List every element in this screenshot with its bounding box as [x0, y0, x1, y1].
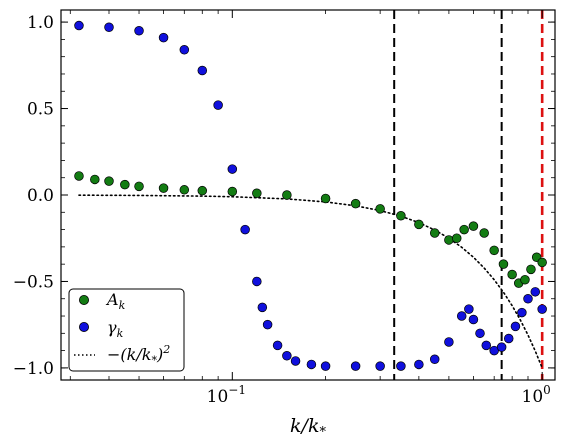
point-a-k-22 — [489, 245, 499, 256]
legend-marker-a-k — [79, 294, 90, 305]
point-gamma-k-13 — [282, 351, 292, 361]
point-gamma-k-29 — [496, 342, 507, 352]
point-a-k-20 — [468, 221, 479, 231]
point-gamma-k-7 — [227, 164, 238, 174]
legend: Ak γk −(k/k*)2 — [68, 288, 185, 372]
point-a-k-23 — [498, 259, 509, 269]
point-a-k-24 — [507, 269, 517, 280]
point-a-k-0 — [74, 171, 84, 181]
point-gamma-k-5 — [197, 65, 208, 76]
point-a-k-21 — [479, 228, 489, 238]
point-gamma-k-9 — [252, 276, 262, 287]
point-gamma-k-12 — [272, 340, 283, 351]
point-a-k-2 — [104, 176, 114, 186]
point-gamma-k-8 — [240, 224, 250, 235]
point-gamma-k-27 — [481, 340, 492, 351]
reference-lines — [393, 10, 544, 380]
point-gamma-k-6 — [213, 100, 223, 110]
legend-marker-gamma-k — [79, 321, 90, 332]
point-gamma-k-2 — [134, 26, 144, 36]
point-gamma-k-10 — [257, 302, 268, 313]
point-a-k-6 — [179, 185, 190, 195]
point-gamma-k-4 — [179, 45, 190, 55]
point-gamma-k-11 — [262, 319, 273, 330]
point-gamma-k-23 — [456, 311, 467, 321]
y-tick-label-2: 0.0 — [27, 186, 54, 206]
point-gamma-k-20 — [414, 359, 424, 370]
point-gamma-k-32 — [517, 307, 527, 318]
point-a-k-15 — [414, 219, 424, 230]
point-a-k-11 — [320, 193, 331, 204]
point-gamma-k-22 — [444, 337, 454, 347]
point-a-k-13 — [375, 204, 385, 214]
y-tick-label-4: 1.0 — [27, 13, 54, 33]
point-gamma-k-14 — [290, 356, 301, 366]
y-tick-label-0: −1.0 — [13, 359, 54, 379]
point-gamma-k-0 — [74, 20, 84, 31]
y-tick-label-3: 0.5 — [27, 100, 54, 120]
point-a-k-8 — [227, 186, 238, 197]
point-gamma-k-33 — [523, 293, 533, 304]
y-tick-label-1: −0.5 — [13, 272, 54, 292]
point-a-k-3 — [120, 179, 130, 190]
point-a-k-18 — [451, 233, 462, 243]
point-a-k-5 — [158, 183, 169, 193]
point-gamma-k-35 — [537, 304, 547, 314]
legend-box — [68, 288, 185, 372]
legend-label-quadratic: −(k/k*)2 — [107, 343, 170, 367]
point-gamma-k-1 — [104, 22, 114, 33]
x-tick-label-0: 10−1 — [207, 383, 246, 407]
point-gamma-k-3 — [158, 32, 169, 43]
x-axis-label: k/k* — [290, 415, 326, 440]
ticks-layer: −1.0 −0.5 0.0 0.5 1.0 10−1 100 — [13, 10, 555, 407]
point-a-k-17 — [444, 235, 454, 245]
point-gamma-k-26 — [475, 328, 485, 339]
point-a-k-27 — [526, 264, 536, 275]
point-a-k-9 — [252, 188, 262, 199]
point-a-k-7 — [197, 185, 208, 196]
point-a-k-14 — [396, 211, 406, 221]
point-a-k-4 — [134, 181, 144, 192]
point-a-k-19 — [459, 224, 469, 235]
point-gamma-k-31 — [510, 321, 521, 332]
point-gamma-k-19 — [396, 361, 406, 371]
point-a-k-16 — [429, 228, 440, 238]
point-gamma-k-17 — [350, 361, 361, 371]
point-gamma-k-24 — [464, 304, 474, 314]
point-gamma-k-15 — [306, 359, 317, 370]
point-gamma-k-18 — [375, 361, 385, 371]
point-gamma-k-30 — [503, 333, 514, 344]
point-a-k-26 — [520, 274, 530, 285]
point-a-k-12 — [350, 198, 361, 209]
point-a-k-1 — [90, 174, 100, 185]
point-gamma-k-25 — [468, 314, 479, 325]
series-layer — [74, 20, 547, 371]
point-gamma-k-16 — [320, 361, 331, 371]
point-a-k-29 — [537, 257, 547, 268]
point-a-k-10 — [282, 190, 292, 200]
series-line-quadratic — [78, 194, 543, 369]
point-gamma-k-21 — [429, 354, 440, 365]
x-tick-label-1: 100 — [522, 383, 551, 407]
point-gamma-k-34 — [530, 287, 541, 297]
